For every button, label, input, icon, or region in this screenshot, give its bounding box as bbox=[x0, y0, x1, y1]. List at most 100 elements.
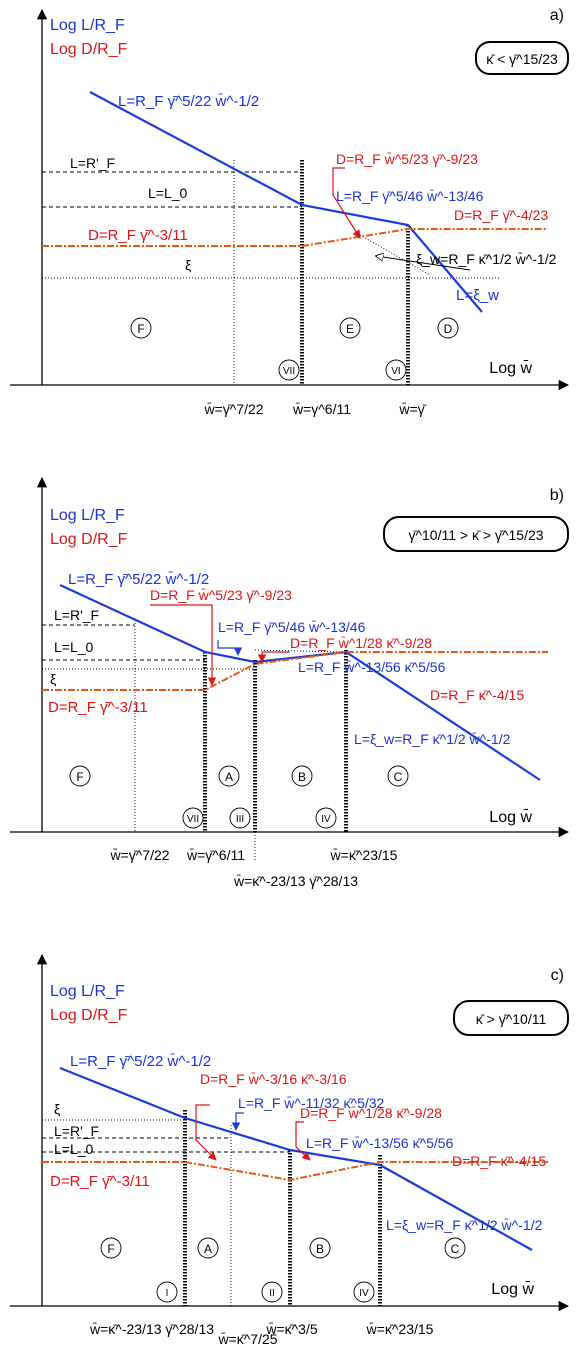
svg-text:VI: VI bbox=[391, 366, 400, 377]
condition-box bbox=[475, 41, 569, 75]
arrow-L-mid bbox=[231, 1112, 244, 1131]
label-D-right: D=R_F γ̄^-4/23 bbox=[454, 207, 548, 223]
region-F: F bbox=[100, 1237, 122, 1259]
label-LRF: L=R'_F bbox=[54, 607, 99, 623]
label-L-upper: L=R_F γ̄^5/22 w̄^-1/2 bbox=[118, 93, 259, 110]
label-L-mid: L=R_F γ̄^5/46 w̄^-13/46 bbox=[336, 188, 484, 204]
label-D-left: D=R_F γ̄^-3/11 bbox=[50, 1173, 150, 1190]
label-D-mid2: D=R_F w̄^1/28 κ̄^-9/28 bbox=[300, 1105, 442, 1121]
region-C: C bbox=[444, 1237, 466, 1259]
roman-VI: VI bbox=[385, 359, 407, 381]
panel-tag: b) bbox=[550, 487, 564, 504]
arrow-D-mid2 bbox=[295, 1121, 311, 1161]
y-label-D: Log D/R_F bbox=[50, 41, 128, 58]
roman-IV: IV bbox=[353, 1281, 375, 1303]
region-F: F bbox=[130, 317, 152, 339]
condition-box bbox=[453, 1000, 569, 1036]
panel-b: b) Log L/R_F Log D/R_F γ̄^10/11 > κ̄ > γ… bbox=[10, 476, 570, 889]
x-label: Log w̄ bbox=[489, 360, 532, 377]
label-D-mid: D=R_F w̄^-3/16 κ̄^-3/16 bbox=[200, 1071, 347, 1087]
xtick-1: w̄=γ̄^7/22 bbox=[203, 401, 263, 417]
region-D: D bbox=[437, 317, 459, 339]
label-L-mid: L=R_F w̄^-11/32 κ̄^5/32 bbox=[238, 1095, 385, 1111]
y-label-L: Log L/R_F bbox=[50, 983, 125, 1000]
panel-a: a) Log L/R_F Log D/R_F κ̄ < γ̄^15/23 Log… bbox=[10, 7, 570, 417]
roman-III: III bbox=[229, 807, 251, 829]
label-L-mid: L=R_F γ̄^5/46 w̄^-13/46 bbox=[218, 619, 366, 635]
svg-text:IV: IV bbox=[359, 1288, 369, 1299]
svg-text:B: B bbox=[298, 770, 306, 784]
region-A: A bbox=[218, 765, 240, 787]
y-label-D: Log D/R_F bbox=[50, 1007, 128, 1024]
label-L0: L=L_0 bbox=[54, 1141, 94, 1157]
xtick-1: w̄=γ̄^7/22 bbox=[109, 847, 169, 863]
label-L-xi: L=ξ_w=R_F κ̄^1/2 w̄^-1/2 bbox=[354, 731, 511, 747]
svg-text:C: C bbox=[394, 770, 403, 784]
label-L-xi: L=ξ_w bbox=[456, 287, 499, 304]
L-curve bbox=[59, 584, 541, 781]
xtick-3: w̄=γ̄ bbox=[398, 401, 426, 417]
region-B: B bbox=[291, 765, 313, 787]
L-curve bbox=[59, 1066, 533, 1251]
label-D-mid: D=R_F w̄^5/23 γ̄^-9/23 bbox=[336, 151, 478, 167]
x-label: Log w̄ bbox=[489, 809, 532, 826]
region-C: C bbox=[387, 765, 409, 787]
region-A: A bbox=[197, 1237, 219, 1259]
condition-text: γ̄^10/11 > κ̄ > γ̄^15/23 bbox=[408, 527, 543, 543]
label-LRF: L=R'_F bbox=[70, 155, 115, 171]
y-label-L: Log L/R_F bbox=[50, 17, 125, 34]
xtick-3: w̄=κ̄^23/15 bbox=[366, 1321, 434, 1337]
panel-tag: c) bbox=[551, 967, 564, 984]
L-ext bbox=[254, 649, 347, 653]
region-F: F bbox=[69, 765, 91, 787]
svg-text:IV: IV bbox=[321, 814, 331, 825]
roman-I: I bbox=[156, 1281, 178, 1303]
svg-text:F: F bbox=[76, 770, 83, 784]
label-L-low: L=R_F w̄^-13/56 κ̄^5/56 bbox=[298, 659, 446, 675]
label-L0: L=L_0 bbox=[54, 639, 94, 655]
label-LRF: L=R'_F bbox=[54, 1123, 99, 1139]
label-D-left: D=R_F γ̄^-3/11 bbox=[48, 699, 148, 716]
roman-II: II bbox=[261, 1281, 283, 1303]
svg-text:A: A bbox=[225, 770, 233, 784]
arrow-D-mid2 bbox=[257, 651, 290, 663]
svg-text:F: F bbox=[137, 322, 144, 336]
arrow-D-mid bbox=[195, 1104, 217, 1161]
xtick-4: w̄=κ̄^-23/13 γ̄^28/13 bbox=[233, 873, 358, 889]
svg-text:I: I bbox=[166, 1288, 169, 1299]
arrow-xi-w bbox=[376, 256, 471, 271]
label-L-low: L=R_F w̄^-13/56 κ̄^5/56 bbox=[306, 1135, 454, 1151]
label-D-right: D=R_F κ̄^-4/15 bbox=[430, 687, 524, 703]
svg-text:A: A bbox=[204, 1242, 212, 1256]
roman-VII: VII bbox=[182, 807, 204, 829]
roman-VII: VII bbox=[278, 359, 300, 381]
label-L-xi: L=ξ_w=R_F κ̄^1/2 w̄^-1/2 bbox=[386, 1217, 543, 1233]
condition-text: κ̄ > γ̄^10/11 bbox=[476, 1011, 547, 1027]
label-xi: ξ bbox=[54, 1101, 60, 1117]
x-label: Log w̄ bbox=[491, 1281, 534, 1298]
panel-c: c) Log L/R_F Log D/R_F κ̄ > γ̄^10/11 Log… bbox=[10, 953, 570, 1346]
svg-text:B: B bbox=[316, 1242, 324, 1256]
label-xi: ξ bbox=[185, 257, 191, 273]
svg-text:D: D bbox=[444, 322, 453, 336]
label-D-mid: D=R_F w̄^5/23 γ̄^-9/23 bbox=[150, 587, 292, 603]
D-curve bbox=[42, 651, 548, 691]
label-L-upper: L=R_F γ̄^5/22 w̄^-1/2 bbox=[68, 571, 209, 588]
condition-text: κ̄ < γ̄^15/23 bbox=[486, 51, 558, 67]
label-D-mid2: D=R_F w̄^1/28 κ̄^-9/28 bbox=[290, 635, 432, 651]
svg-text:III: III bbox=[236, 814, 244, 825]
panel-tag: a) bbox=[550, 7, 564, 24]
y-label-L: Log L/R_F bbox=[50, 507, 125, 524]
roman-IV: IV bbox=[315, 807, 337, 829]
xtick-1: w̄=κ̄^-23/13 γ̄^28/13 bbox=[89, 1321, 214, 1337]
region-E: E bbox=[339, 317, 361, 339]
svg-text:VII: VII bbox=[187, 814, 199, 825]
svg-text:F: F bbox=[107, 1242, 114, 1256]
region-B: B bbox=[309, 1237, 331, 1259]
label-xi-w: ξ_w=R_F κ̄^1/2 w̄^-1/2 bbox=[416, 251, 557, 267]
xtick-4: w̄=κ̄^7/25 bbox=[217, 1331, 277, 1346]
condition-box bbox=[383, 516, 569, 552]
L-curve bbox=[89, 91, 483, 313]
arrow-L-mid bbox=[217, 640, 243, 656]
